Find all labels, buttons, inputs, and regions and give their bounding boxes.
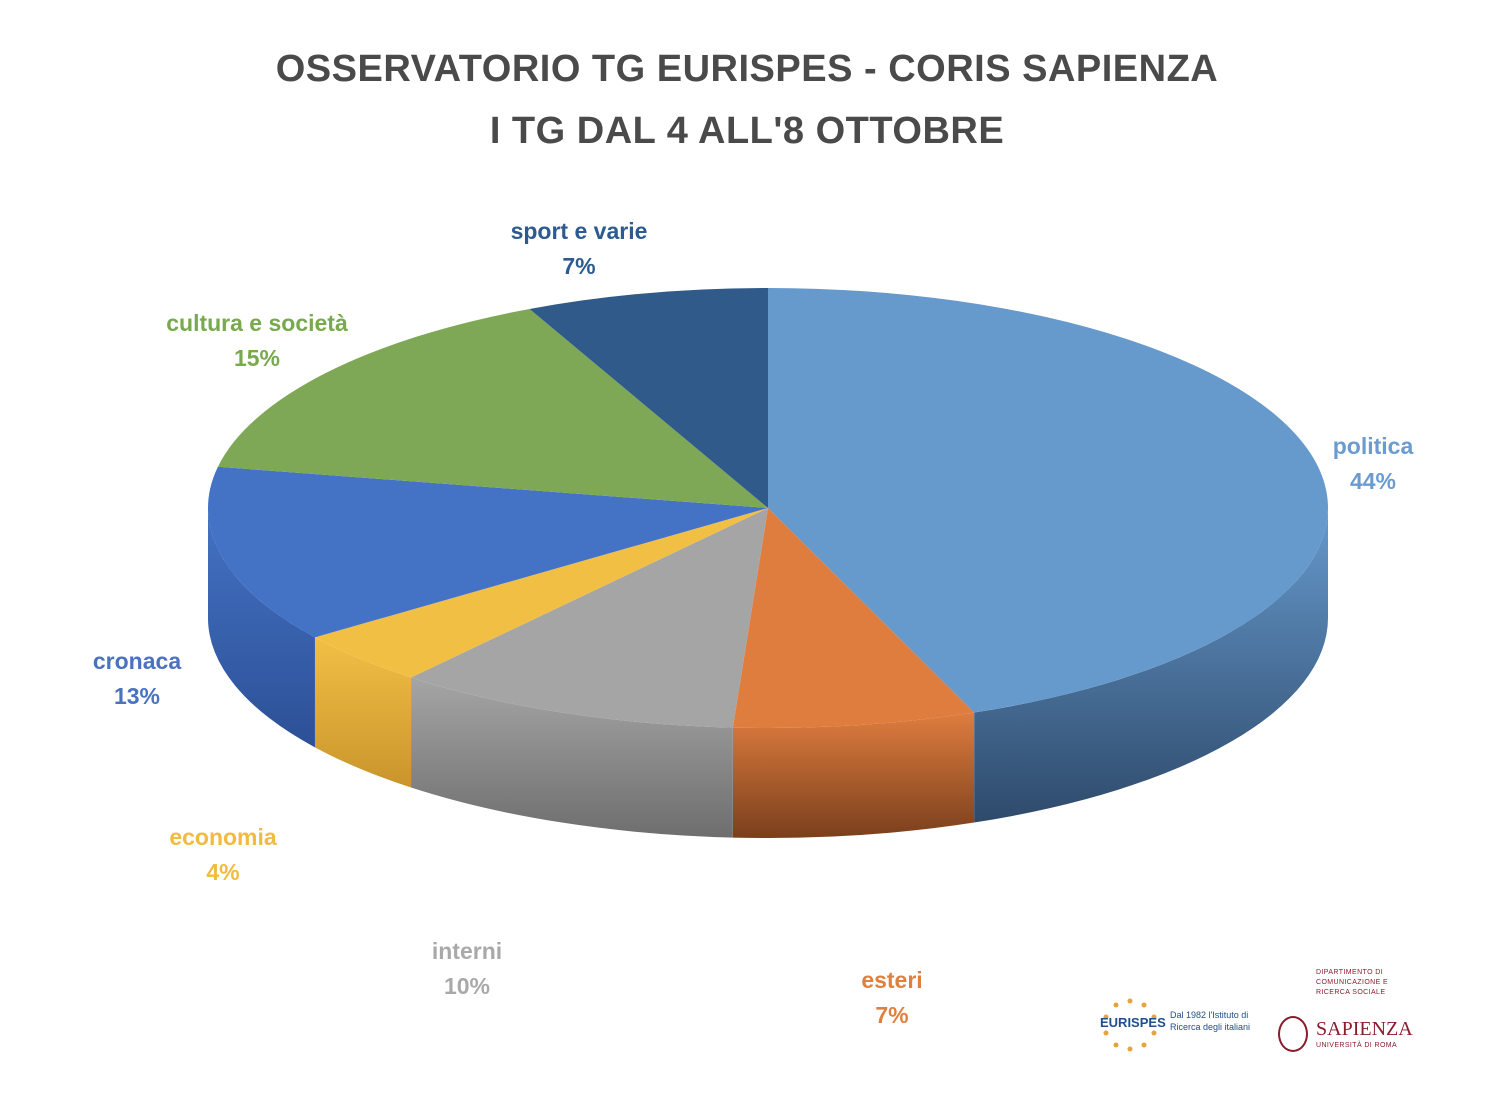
slice-label-politica: politica 44% bbox=[1333, 433, 1414, 494]
sapienza-seal-icon bbox=[1278, 1016, 1308, 1052]
pie-slice-cultura-e-societa bbox=[217, 308, 769, 508]
eurispes-name: EURISPES bbox=[1100, 1015, 1166, 1030]
pie-side-esteri bbox=[732, 712, 975, 838]
pie-side-cronaca bbox=[208, 508, 315, 748]
pie-slice-politica bbox=[768, 288, 1329, 713]
slice-label-value: 4% bbox=[206, 859, 239, 885]
slice-label-name: interni bbox=[432, 938, 502, 964]
pie-side-interni bbox=[411, 677, 733, 838]
pie-side-politica bbox=[974, 508, 1328, 823]
chart-title-line-2: I TG DAL 4 ALL'8 OTTOBRE bbox=[489, 110, 1005, 152]
sapienza-name: SAPIENZA bbox=[1316, 1018, 1413, 1040]
chart-title-line-1: OSSERVATORIO TG EURISPES - CORIS SAPIENZ… bbox=[275, 48, 1219, 90]
slice-label-name: cultura e società bbox=[166, 310, 348, 336]
slice-label-name: politica bbox=[1333, 433, 1414, 459]
pie-slice-esteri bbox=[732, 508, 975, 728]
sapienza-department: Dipartimento di Comunicazione e Ricerca … bbox=[1316, 969, 1389, 996]
slice-label-value: 44% bbox=[1350, 468, 1396, 494]
pie-slice-interni bbox=[411, 508, 768, 728]
eurispes-tagline: Dal 1982 l'Istituto di Ricerca degli ita… bbox=[1170, 1010, 1251, 1032]
pie-slice-cronaca bbox=[207, 466, 768, 638]
pie-top-layer bbox=[207, 288, 1329, 728]
pie-slice-sport-e-varie bbox=[529, 288, 768, 508]
slice-label-name: esteri bbox=[861, 967, 922, 993]
slice-label-value: 7% bbox=[562, 253, 595, 279]
sapienza-university: Università di Roma bbox=[1316, 1042, 1398, 1049]
pie-side-layer bbox=[208, 508, 1328, 838]
slice-label-interni: interni 10% bbox=[432, 938, 502, 999]
sapienza-logo: Dipartimento di Comunicazione e Ricerca … bbox=[1278, 968, 1418, 1068]
eurispes-star-ring-icon bbox=[1103, 998, 1157, 1052]
slice-label-value: 10% bbox=[444, 973, 490, 999]
eurispes-logo: EURISPES Dal 1982 l'Istituto di Ricerca … bbox=[1094, 995, 1274, 1055]
slice-label-cultura-e-societa: cultura e società 15% bbox=[166, 310, 348, 371]
slice-label-value: 15% bbox=[234, 345, 280, 371]
slice-label-name: sport e varie bbox=[511, 218, 648, 244]
slice-label-name: economia bbox=[169, 824, 277, 850]
slice-label-economia: economia 4% bbox=[169, 824, 277, 885]
slice-label-name: cronaca bbox=[93, 648, 181, 674]
slice-label-esteri: esteri 7% bbox=[861, 967, 922, 1028]
slice-label-sport-e-varie: sport e varie 7% bbox=[511, 218, 648, 279]
slice-label-cronaca: cronaca 13% bbox=[93, 648, 181, 709]
slice-label-value: 13% bbox=[114, 683, 160, 709]
pie-side-economia bbox=[314, 637, 412, 788]
pie-slice-economia bbox=[314, 508, 768, 678]
slice-label-value: 7% bbox=[875, 1002, 908, 1028]
